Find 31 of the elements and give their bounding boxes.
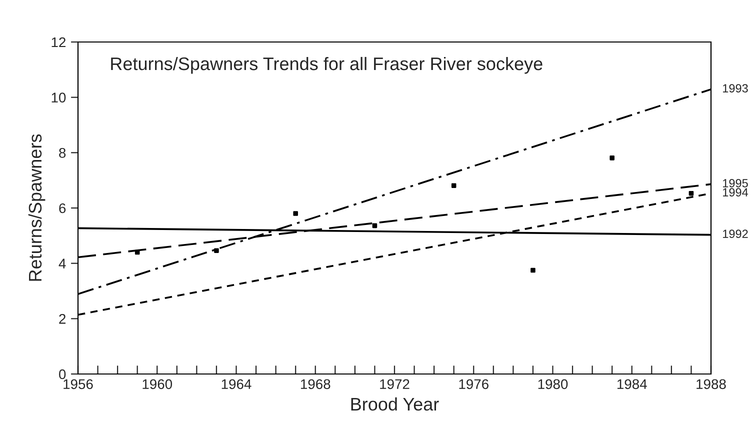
series-label: 1994 (723, 188, 748, 197)
point (688, 190, 694, 196)
y-axis-title: Returns/Spawners (28, 134, 46, 281)
y-tick-label: 12 (52, 37, 66, 48)
y-tick-label: 2 (59, 314, 66, 324)
x-tick-label: 1984 (617, 379, 647, 390)
point (451, 183, 456, 188)
text: Returns/Spawners Trends for all Fraser River sockeye (111, 56, 542, 74)
x-tick-label: 1980 (538, 379, 568, 390)
x-tick-label: 1972 (380, 379, 410, 390)
x-tick-label: 1988 (696, 379, 726, 390)
x-tick-label: 1960 (142, 379, 172, 390)
series-label: 1993 (723, 84, 748, 92)
x-tick-label: 1964 (222, 379, 252, 390)
point (214, 248, 219, 254)
series-label: 1992 (723, 230, 748, 238)
y-tick-label: 6 (59, 203, 66, 214)
point (134, 250, 140, 255)
y-tick-label: 10 (52, 92, 66, 103)
x-tick-label: 1976 (459, 379, 488, 390)
y-tick-label: 0 (59, 369, 66, 380)
series-label: 1995 (723, 179, 748, 188)
point (530, 268, 536, 273)
x-tick-label: 1956 (64, 379, 93, 390)
point (610, 156, 614, 160)
y-tick-label: 4 (58, 258, 66, 268)
point (372, 223, 378, 228)
x-axis-title: Brood Year (351, 397, 439, 411)
x-tick-label: 1968 (300, 379, 330, 390)
y-tick-label: 8 (59, 148, 66, 158)
point (293, 211, 298, 216)
